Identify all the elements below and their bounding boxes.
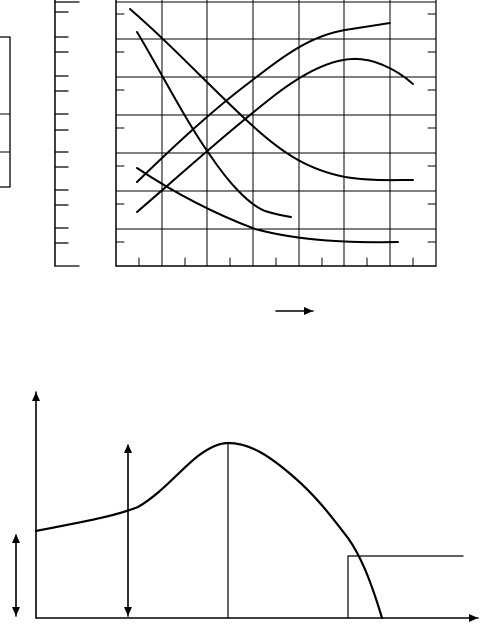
plot-grid [115,0,437,267]
curve-falling-lower [136,167,399,244]
curve-falling-long [129,8,414,182]
threshold-bracket [347,555,464,619]
curve-rising-peak [136,57,414,213]
peak-curve [34,441,384,620]
curve-falling-steep [136,31,292,218]
top-diagram [0,0,437,315]
left-bracket [0,36,11,188]
curve-rising-saturating [136,22,391,183]
bottom-diagram [12,391,479,622]
left-scale [54,0,80,267]
